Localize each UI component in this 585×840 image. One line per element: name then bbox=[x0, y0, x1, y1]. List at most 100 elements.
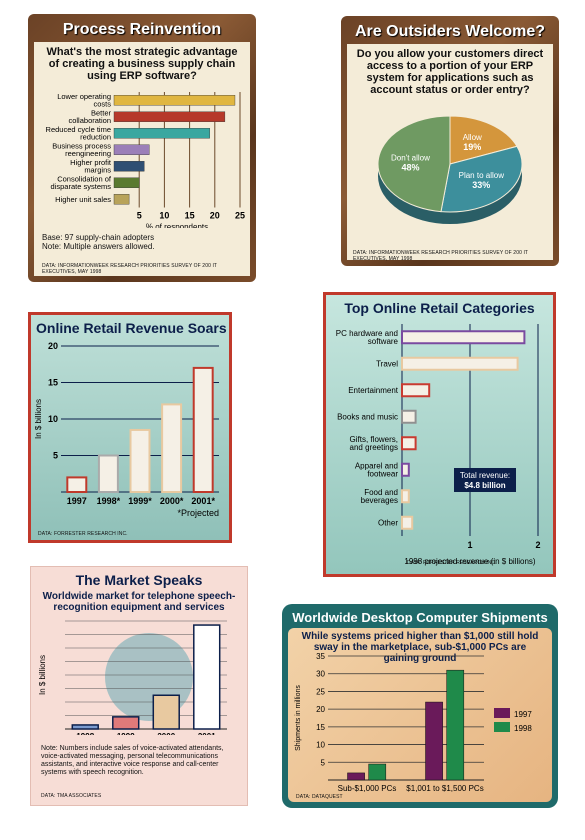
chart-subtitle: What's the most strategic advantage of c… bbox=[46, 46, 238, 82]
category-label: Apparel and footwear bbox=[355, 461, 398, 478]
x-tick-label: 1998 bbox=[76, 732, 94, 735]
y-axis-label: Shipments in millions bbox=[295, 685, 302, 751]
bar bbox=[113, 161, 145, 172]
bar bbox=[161, 403, 183, 493]
y-tick-label: 5 bbox=[53, 451, 58, 461]
bar bbox=[401, 356, 519, 371]
bar bbox=[401, 383, 431, 398]
y-tick-label: 20 bbox=[48, 341, 58, 351]
bar bbox=[446, 669, 465, 781]
category-label: Gifts, flowers, and greetings bbox=[350, 435, 398, 452]
x-tick-label: 5 bbox=[137, 211, 142, 221]
x-tick-label: 1999* bbox=[128, 496, 152, 506]
category-label: Travel bbox=[376, 359, 398, 368]
bar bbox=[97, 454, 119, 493]
callout-label: Total revenue: bbox=[460, 471, 510, 480]
chart-source: DATA: FORRESTER RESEARCH INC. bbox=[407, 560, 497, 566]
chart-subtitle: While systems priced higher than $1,000 … bbox=[301, 631, 539, 664]
bar bbox=[425, 701, 443, 781]
chart-paper: Do you allow your customers direct acces… bbox=[347, 44, 553, 262]
bar bbox=[401, 330, 526, 345]
x-tick-label: 25 bbox=[235, 211, 245, 221]
x-tick-label: 2001 bbox=[198, 732, 216, 735]
bar bbox=[129, 428, 151, 493]
slice-label: Don't allow bbox=[391, 153, 430, 162]
chart-note: Note: Multiple answers allowed. bbox=[42, 242, 155, 251]
chart-title: Worldwide Desktop Computer Shipments bbox=[292, 610, 548, 625]
legend-swatch bbox=[494, 722, 510, 732]
bar bbox=[347, 772, 365, 781]
callout-value: $4.8 billion bbox=[464, 481, 505, 490]
bar bbox=[113, 111, 226, 122]
chart-process-reinvention: Process Reinvention What's the most stra… bbox=[28, 14, 256, 282]
y-tick-label: 5 bbox=[321, 758, 326, 767]
x-axis-label: % of respondents bbox=[146, 223, 208, 229]
slice-value: 33% bbox=[472, 180, 490, 190]
y-tick-label: 30 bbox=[316, 670, 325, 679]
chart-source: DATA: DATAQUEST bbox=[296, 794, 343, 800]
category-label: Entertainment bbox=[348, 386, 399, 395]
slice-value: 48% bbox=[401, 162, 419, 172]
category-label: PC hardware and software bbox=[336, 329, 399, 346]
chart-source: DATA: TMA ASSOCIATES bbox=[41, 793, 102, 799]
chart-note: Note: Numbers include sales of voice-act… bbox=[41, 745, 224, 776]
category-label: Other bbox=[378, 518, 398, 527]
chart-title: Online Retail Revenue Soars bbox=[36, 320, 227, 336]
chart-online-retail-revenue: Online Retail Revenue Soars 5 10 15 20 In $ … bbox=[28, 312, 232, 543]
y-axis-label: In $ billions bbox=[34, 399, 43, 439]
chart-source: DATA: FORRESTER RESEARCH INC. bbox=[38, 531, 128, 537]
bar bbox=[112, 716, 140, 730]
y-tick-label: 15 bbox=[316, 723, 325, 732]
pie-slice bbox=[440, 145, 523, 213]
y-axis-label: In $ billions bbox=[38, 655, 47, 695]
bar bbox=[71, 724, 99, 730]
bar bbox=[152, 694, 180, 730]
bar-chart: 5 10 15 20 25 30 35 Shipments in millions Sub-$1… bbox=[295, 652, 532, 793]
bar-chart: 1 2 PC hardware and software Travel Entertain… bbox=[336, 324, 541, 566]
bar-chart: In $ billions 1998 1999 2000 2001 bbox=[38, 620, 227, 735]
chart-subtitle: Do you allow your customers direct acces… bbox=[356, 48, 544, 96]
category-label: Consolidation of disparate systems bbox=[51, 175, 112, 192]
x-tick-label: 20 bbox=[210, 211, 220, 221]
category-label: Reduced cycle time reduction bbox=[46, 125, 111, 142]
bar bbox=[66, 476, 88, 493]
x-axis-label: 1998 projected revenue (in $ billions) bbox=[404, 557, 536, 566]
y-tick-label: 35 bbox=[316, 652, 325, 661]
bar bbox=[401, 489, 410, 504]
chart-paper: What's the most strategic advantage of c… bbox=[34, 42, 250, 276]
chart-title: Are Outsiders Welcome? bbox=[355, 23, 545, 40]
x-tick-label: 1 bbox=[467, 540, 472, 550]
bar bbox=[113, 177, 140, 188]
bar bbox=[192, 366, 214, 493]
chart-title: Top Online Retail Categories bbox=[344, 300, 535, 316]
bar bbox=[193, 624, 221, 730]
x-tick-label: 2000 bbox=[157, 732, 175, 735]
chart-top-online-retail: Top Online Retail Categories 1 2 PC hardwa… bbox=[323, 292, 556, 577]
category-label: Higher unit sales bbox=[55, 195, 111, 204]
y-tick-label: 25 bbox=[316, 687, 325, 696]
chart-subtitle: Worldwide market for telephone speech-re… bbox=[42, 591, 236, 613]
bar bbox=[113, 194, 130, 205]
chart-note: Base: 97 supply-chain adopters bbox=[42, 233, 155, 242]
bar bbox=[368, 763, 387, 781]
category-label: Lower operating costs bbox=[57, 92, 111, 109]
y-tick-label: 10 bbox=[48, 414, 58, 424]
chart-title: The Market Speaks bbox=[75, 572, 203, 588]
bar bbox=[401, 462, 410, 477]
slice-label: Allow bbox=[463, 133, 482, 142]
x-tick-label: 1998* bbox=[97, 496, 121, 506]
x-tick-label: $1,001 to $1,500 PCs bbox=[406, 784, 483, 793]
x-tick-label: 2 bbox=[535, 540, 540, 550]
callout-box bbox=[454, 468, 516, 492]
x-tick-label: 2001* bbox=[191, 496, 215, 506]
legend-label: 1997 bbox=[514, 710, 532, 719]
category-label: Food and beverages bbox=[361, 488, 398, 505]
category-label: Business process reengineering bbox=[52, 142, 111, 159]
x-tick-label: 1999 bbox=[117, 732, 135, 735]
y-tick-label: 20 bbox=[316, 705, 325, 714]
slice-label: Plan to allow bbox=[459, 171, 505, 180]
x-tick-label: Sub-$1,000 PCs bbox=[338, 784, 397, 793]
bar bbox=[401, 436, 417, 451]
